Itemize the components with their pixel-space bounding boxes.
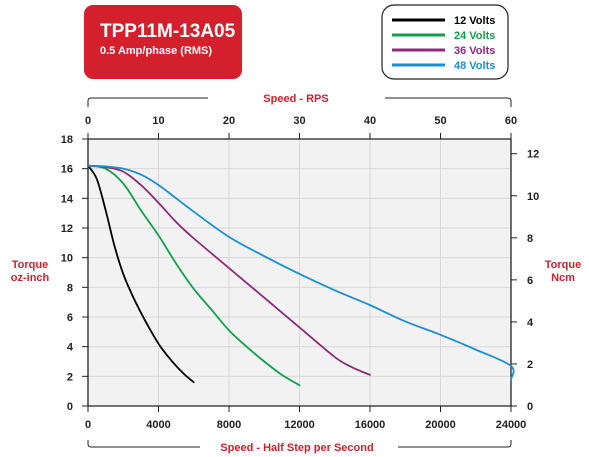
chart-title: TPP11M-13A05 [100,21,236,42]
top-axis-tick-label: 50 [434,115,446,127]
left-axis-tick-label: 12 [61,223,73,235]
top-axis-bracket-left [87,97,208,107]
legend-label-48v: 48 Volts [454,60,495,72]
bottom-axis-tick-label: 8000 [217,419,241,431]
series-line-36-volts [87,164,371,376]
bottom-axis-bracket-left [87,440,200,448]
left-axis-title-line2: oz-inch [11,272,50,284]
right-axis-tick-label: 6 [527,275,533,287]
top-axis-tick-label: 10 [152,115,164,127]
left-axis-tick-label: 16 [61,164,73,176]
bottom-axis-bracket-right [398,440,512,448]
top-axis-tick-label: 0 [85,115,91,127]
bottom-axis-label: Speed - Half Step per Second [220,442,373,454]
left-axis-tick-label: 4 [67,342,74,354]
bottom-axis-tick-label: 16000 [355,419,386,431]
legend-label-36v: 36 Volts [454,45,495,57]
left-axis-tick-label: 8 [67,282,73,294]
right-axis-tick-label: 8 [527,233,533,245]
top-axis-tick-label: 30 [293,115,305,127]
left-axis-tick-label: 2 [67,371,73,383]
bottom-axis-footer: Speed - Half Step per Second [87,440,512,454]
grid-lines [88,139,511,406]
left-axis-title-line1: Torque [12,259,48,271]
bottom-axis-tick-label: 4000 [146,419,170,431]
right-axis-tick-label: 10 [527,191,539,203]
bottom-axis-tick-label: 20000 [425,419,456,431]
top-axis-header: Speed - RPS [87,93,512,107]
top-axis-tick-label: 20 [223,115,235,127]
top-axis-bracket-right [385,97,512,107]
legend-frame [381,4,509,80]
top-axis-tick-label: 40 [364,115,376,127]
right-axis-tick-label: 0 [527,401,533,413]
right-axis-tick-label: 2 [527,359,533,371]
left-axis-tick-label: 10 [61,253,73,265]
legend-label-12v: 12 Volts [454,15,495,27]
series-line-24-volts [87,164,301,387]
right-axis-title-line2: Ncm [551,272,575,284]
title-box-background [84,5,242,79]
data-series [87,164,515,387]
legend-label-24v: 24 Volts [454,30,495,42]
top-axis-tick-label: 60 [505,115,517,127]
title-box: TPP11M-13A05 0.5 Amp/phase (RMS) [84,5,242,79]
left-axis-tick-label: 14 [61,193,74,205]
left-axis-tick-label: 18 [61,134,73,146]
right-axis-tick-label: 4 [527,317,534,329]
chart-subtitle: 0.5 Amp/phase (RMS) [100,45,212,57]
series-line-48-volts [87,164,515,381]
bottom-axis-tick-label: 0 [85,419,91,431]
right-axis-title-line1: Torque [545,259,581,271]
top-axis-label: Speed - RPS [263,93,328,105]
left-axis-tick-label: 0 [67,401,73,413]
right-axis-tick-label: 12 [527,149,539,161]
bottom-axis-tick-label: 12000 [284,419,315,431]
legend: 12 Volts 24 Volts 36 Volts 48 Volts [381,4,509,80]
bottom-axis-tick-label: 24000 [496,419,527,431]
series-line-12-volts [87,164,195,384]
left-axis-tick-label: 6 [67,312,73,324]
